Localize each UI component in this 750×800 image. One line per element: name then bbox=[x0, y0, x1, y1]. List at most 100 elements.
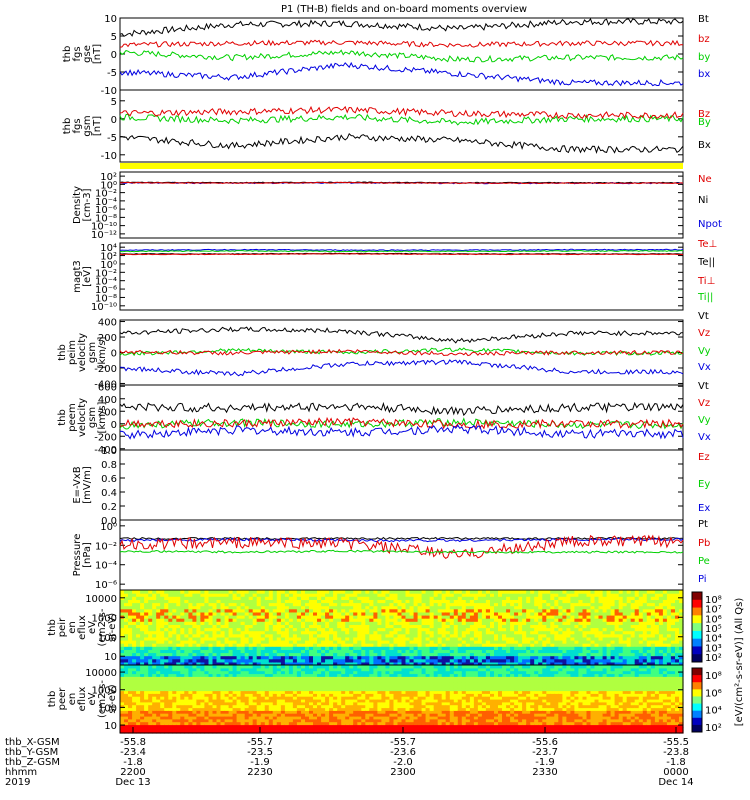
spectrogram-cell bbox=[120, 602, 125, 607]
spectrogram-cell bbox=[574, 627, 579, 632]
spectrogram-cell bbox=[136, 624, 141, 629]
spectrogram-cell bbox=[397, 646, 403, 650]
spectrogram-cell bbox=[433, 596, 439, 600]
spectrogram-cell bbox=[477, 643, 483, 647]
spectrogram-cell bbox=[224, 665, 230, 669]
spectrogram-cell bbox=[216, 630, 222, 635]
spectrogram-cell bbox=[240, 605, 246, 610]
spectrogram-cell bbox=[268, 649, 274, 654]
spectrogram-cell bbox=[196, 646, 201, 650]
spectrogram-cell bbox=[224, 670, 230, 675]
spectrogram-cell bbox=[365, 621, 370, 625]
spectrogram-cell bbox=[172, 633, 177, 638]
spectrogram-cell bbox=[184, 605, 189, 610]
spectrogram-cell bbox=[353, 713, 358, 717]
spectrogram-cell bbox=[172, 699, 177, 703]
spectrogram-cell bbox=[216, 661, 222, 666]
spectrogram-cell bbox=[176, 665, 181, 669]
spectrogram-cell bbox=[188, 605, 193, 610]
panel-peer: 10000100010010thbpeerenefluxeV(cm2-s-sr-… bbox=[47, 664, 684, 734]
spectrogram-cell bbox=[538, 630, 543, 635]
spectrogram-cell bbox=[321, 602, 326, 607]
spectrogram-cell bbox=[606, 633, 612, 638]
spectrogram-cell bbox=[152, 646, 157, 650]
spectrogram-cell bbox=[389, 599, 394, 604]
spectrogram-cell bbox=[252, 673, 258, 677]
spectrogram-cell bbox=[534, 640, 539, 644]
spectrogram-cell bbox=[566, 590, 571, 594]
spectrogram-cell bbox=[144, 693, 149, 697]
spectrogram-cell bbox=[224, 615, 230, 619]
spectrogram-cell bbox=[582, 646, 588, 650]
spectrogram-cell bbox=[204, 618, 209, 622]
spectrogram-cell bbox=[144, 640, 149, 644]
spectrogram-cell bbox=[236, 661, 242, 666]
spectrogram-cell bbox=[558, 643, 563, 647]
spectrogram-cell bbox=[542, 621, 547, 625]
spectrogram-cell bbox=[268, 624, 274, 629]
spectrogram-cell bbox=[120, 593, 125, 597]
spectrogram-cell bbox=[646, 605, 652, 610]
spectrogram-cell bbox=[220, 658, 226, 663]
spectrogram-cell bbox=[276, 590, 282, 594]
spectrogram-cell bbox=[437, 646, 443, 650]
spectrogram-cell bbox=[634, 596, 640, 600]
spectrogram-cell bbox=[658, 618, 664, 622]
spectrogram-cell bbox=[558, 633, 563, 638]
spectrogram-cell bbox=[381, 661, 386, 666]
spectrogram-cell bbox=[305, 605, 310, 610]
spectrogram-cell bbox=[433, 593, 439, 597]
spectrogram-cell bbox=[457, 649, 463, 654]
spectrogram-cell bbox=[582, 658, 588, 663]
spectrogram-cell bbox=[248, 727, 254, 731]
spectrogram-cell bbox=[650, 630, 656, 635]
spectrogram-cell bbox=[144, 655, 149, 660]
spectrogram-cell bbox=[204, 713, 209, 717]
spectrogram-cell bbox=[562, 621, 567, 625]
spectrogram-cell bbox=[192, 599, 197, 604]
spectrogram-cell bbox=[156, 590, 161, 594]
spectrogram-cell bbox=[506, 636, 511, 641]
spectrogram-cell bbox=[506, 611, 511, 616]
spectrogram-cell bbox=[288, 713, 294, 717]
spectrogram-cell bbox=[610, 618, 616, 622]
spectrogram-cell bbox=[381, 599, 386, 604]
spectrogram-cell bbox=[128, 596, 133, 600]
spectrogram-cell bbox=[610, 658, 616, 663]
spectrogram-cell bbox=[192, 621, 197, 625]
spectrogram-cell bbox=[614, 599, 620, 604]
spectrogram-cell bbox=[662, 636, 668, 641]
spectrogram-cell bbox=[301, 696, 306, 700]
spectrogram-cell bbox=[606, 608, 612, 613]
spectrogram-cell bbox=[180, 615, 185, 619]
spectrogram-cell bbox=[602, 611, 608, 616]
spectrogram-cell bbox=[240, 661, 246, 666]
spectrogram-cell bbox=[393, 643, 399, 647]
spectrogram-cell bbox=[490, 618, 495, 622]
spectrogram-cell bbox=[152, 718, 157, 723]
spectrogram-cell bbox=[461, 640, 467, 644]
spectrogram-cell bbox=[433, 599, 439, 604]
spectrogram-cell bbox=[578, 611, 583, 616]
spectrogram-cell bbox=[381, 611, 386, 616]
spectrogram-cell bbox=[441, 655, 447, 660]
spectrogram-cell bbox=[437, 649, 443, 654]
spectrogram-cell bbox=[566, 649, 571, 654]
spectrogram-cell bbox=[618, 624, 624, 629]
spectrogram-cell bbox=[196, 636, 201, 641]
spectrogram-cell bbox=[160, 667, 165, 672]
spectrogram-cell bbox=[325, 621, 330, 625]
spectrogram-cell bbox=[638, 624, 644, 629]
spectrogram-cell bbox=[341, 611, 346, 616]
spectrogram-cell bbox=[256, 624, 262, 629]
spectrogram-cell bbox=[333, 693, 338, 697]
spectrogram-cell bbox=[461, 646, 467, 650]
spectrogram-cell bbox=[284, 721, 290, 726]
spectrogram-cell bbox=[276, 710, 282, 714]
spectrogram-cell bbox=[280, 646, 286, 650]
spectrogram-cell bbox=[309, 693, 314, 697]
spectrogram-cell bbox=[204, 599, 209, 604]
spectrogram-cell bbox=[208, 643, 214, 647]
spectrogram-cell bbox=[136, 621, 141, 625]
spectrogram-cell bbox=[477, 605, 483, 610]
